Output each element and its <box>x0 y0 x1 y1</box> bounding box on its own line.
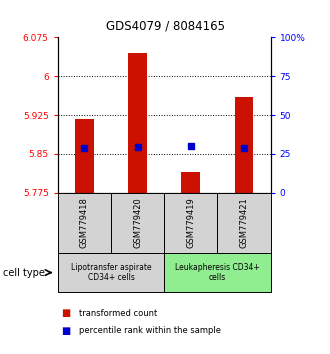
Bar <box>164 253 271 292</box>
Bar <box>182 172 200 193</box>
Bar <box>235 97 253 193</box>
Text: GSM779421: GSM779421 <box>240 198 248 249</box>
Bar <box>164 193 217 253</box>
Bar <box>128 53 147 193</box>
Text: Lipotransfer aspirate
CD34+ cells: Lipotransfer aspirate CD34+ cells <box>71 263 151 282</box>
Bar <box>217 193 271 253</box>
Bar <box>58 193 111 253</box>
Text: GDS4079 / 8084165: GDS4079 / 8084165 <box>106 19 224 33</box>
Text: cell type: cell type <box>3 268 45 278</box>
Text: ■: ■ <box>61 326 70 336</box>
Text: ■: ■ <box>61 308 70 318</box>
Text: Leukapheresis CD34+
cells: Leukapheresis CD34+ cells <box>175 263 260 282</box>
Text: GSM779418: GSM779418 <box>80 198 89 249</box>
Text: percentile rank within the sample: percentile rank within the sample <box>79 326 221 336</box>
Text: GSM779420: GSM779420 <box>133 198 142 249</box>
Bar <box>111 193 164 253</box>
Bar <box>75 119 94 193</box>
Text: transformed count: transformed count <box>79 309 157 318</box>
Bar <box>58 253 164 292</box>
Text: GSM779419: GSM779419 <box>186 198 195 249</box>
